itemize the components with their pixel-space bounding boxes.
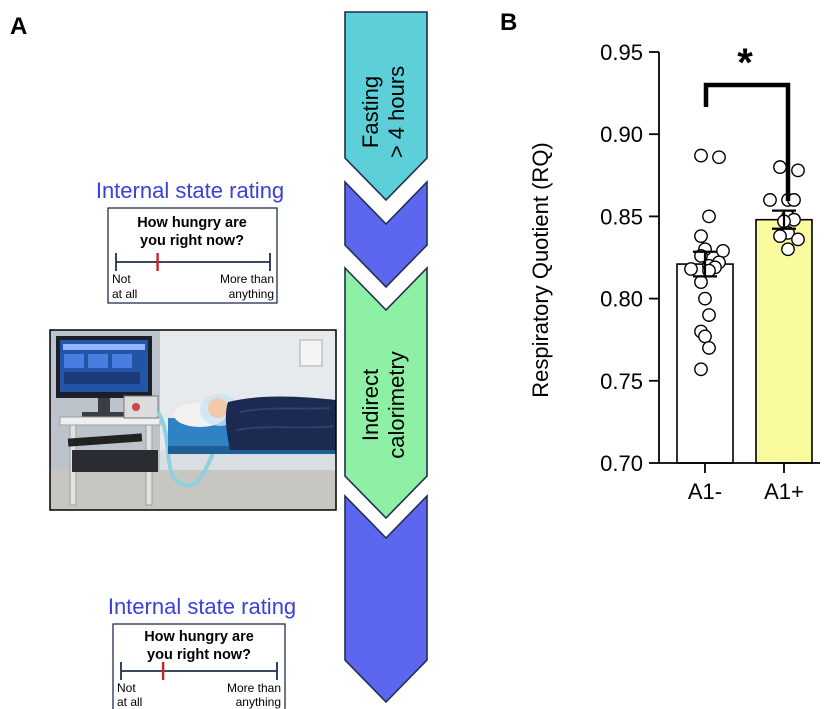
data-point [702,341,716,355]
y-axis: 0.70 0.75 0.80 0.85 0.90 0.95 [600,40,660,476]
scale-question-2b: you right now? [147,647,251,663]
data-point [791,163,805,178]
svg-text:> 4 hours: > 4 hours [384,66,409,158]
chevron-rating-2 [344,494,428,704]
data-point [694,148,708,163]
panel-a-letter: A [10,13,27,40]
scale-left-anchor-1b: at all [112,287,137,301]
data-point [698,329,712,344]
y-tick-label: 0.75 [600,369,643,394]
scale-question-1b: you right now? [140,233,244,249]
protocol-chevrons: Fasting > 4 hours Indirect calorimetry [344,11,428,704]
panel-b-letter: B [500,9,517,36]
y-tick-label: 0.90 [600,122,643,147]
scale-right-anchor-1b: anything [229,287,274,301]
y-axis-title: Respiratory Quotient (RQ) [528,142,553,398]
data-point [694,362,708,377]
significance-marker: * [737,41,753,85]
data-point [791,232,805,247]
calorimetry-label: Indirect calorimetry [358,351,409,459]
rq-chart: 0.70 0.75 0.80 0.85 0.90 0.95 A1- A1+ Respirat… [528,40,820,504]
y-tick-label: 0.70 [600,451,643,476]
data-point [702,209,716,224]
data-point [781,242,795,257]
scale-right-anchor-2b: anything [236,695,281,709]
hunger-scale-1: How hungry are you right now? Not at all… [107,207,278,304]
chevron-rating-1 [344,180,428,289]
data-point [716,244,730,258]
errors-layer [693,209,796,278]
scale-right-anchor-2a: More than [227,681,281,695]
x-tick-label: A1- [688,479,722,504]
calorimetry-photo [49,329,337,511]
scale-right-anchor-1a: More than [220,272,274,286]
data-point [712,150,726,165]
x-tick-label: A1+ [764,479,804,504]
data-point [763,193,777,207]
data-point [694,229,708,244]
y-tick-label: 0.85 [600,204,643,229]
data-point [773,229,787,244]
data-point [694,275,708,290]
data-point [773,160,787,174]
scale-left-anchor-2a: Not [117,681,136,695]
data-point [702,308,716,322]
svg-text:calorimetry: calorimetry [384,351,409,459]
fasting-label: Fasting > 4 hours [358,66,409,158]
scale-box-2 [112,623,286,709]
svg-text:Indirect: Indirect [358,369,383,441]
scale-question-1a: How hungry are [137,215,247,231]
scale-left-anchor-2b: at all [117,695,142,709]
data-point [684,262,698,276]
chevron-calorimetry [344,266,428,520]
rating-title-2: Internal state rating [108,594,296,619]
hunger-scale-2: How hungry are you right now? Not at all… [112,623,286,709]
chevron-fasting [344,11,428,202]
data-point [698,291,712,306]
svg-text:Fasting: Fasting [358,76,383,148]
scale-left-anchor-1a: Not [112,272,131,286]
rating-title-1: Internal state rating [96,178,284,203]
scale-box-1 [107,207,278,304]
y-tick-label: 0.95 [600,40,643,65]
x-axis: A1- A1+ [659,462,820,504]
scale-question-2a: How hungry are [144,629,254,645]
y-tick-label: 0.80 [600,287,643,312]
bar-A1+ [755,218,813,464]
significance-bracket: * [703,41,791,201]
